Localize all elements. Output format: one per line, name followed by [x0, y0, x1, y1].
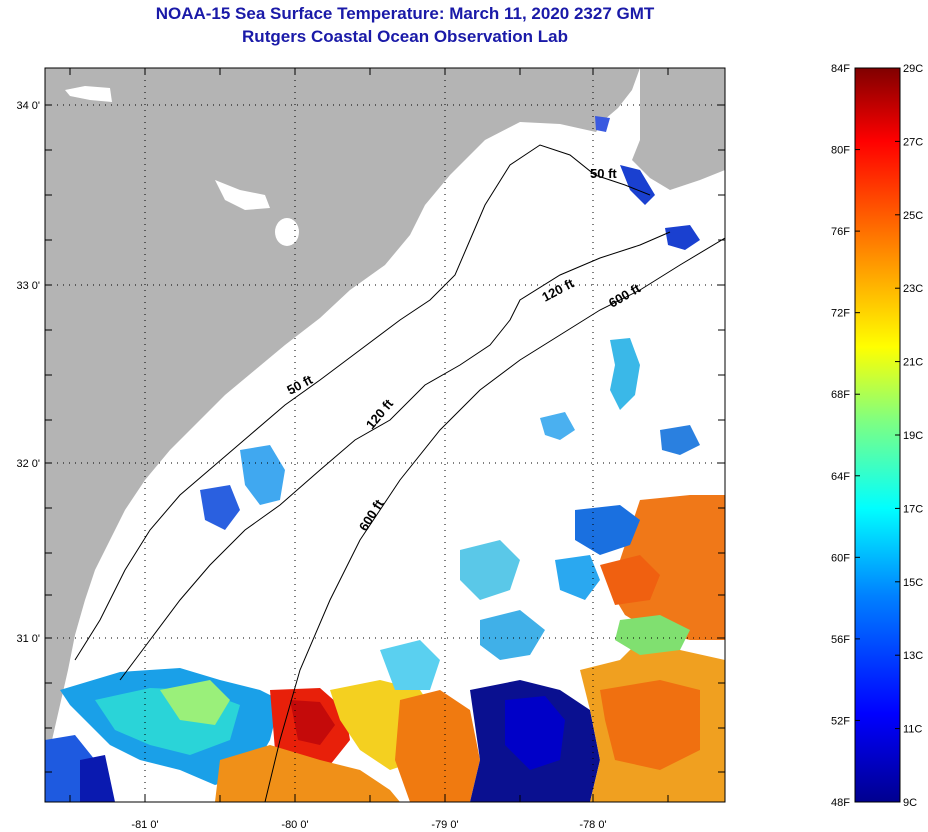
colorbar-f-label: 52F	[831, 715, 850, 727]
lat-label: 32 0'	[16, 458, 40, 470]
lon-label: -81 0'	[131, 819, 158, 831]
colorbar-c-label: 25C	[903, 210, 923, 222]
contour-label: 50 ft	[590, 166, 617, 181]
sst-data	[45, 116, 725, 802]
colorbar-f-label: 84F	[831, 63, 850, 75]
lat-label: 33 0'	[16, 280, 40, 292]
colorbar-f-label: 68F	[831, 389, 850, 401]
colorbar-f-label: 48F	[831, 797, 850, 809]
colorbar-f-label: 56F	[831, 634, 850, 646]
axis-ticks	[45, 68, 725, 802]
colorbar-c-label: 21C	[903, 357, 923, 369]
inland-lake	[215, 180, 270, 210]
inland-lake	[275, 218, 299, 246]
colorbar-f-label: 64F	[831, 471, 850, 483]
colorbar-c-label: 11C	[903, 724, 922, 736]
colorbar-c-label: 23C	[903, 283, 923, 295]
contour-120ft	[119, 231, 671, 681]
contour-600ft	[264, 237, 725, 802]
colorbar-f-label: 80F	[831, 145, 850, 157]
land-north-cape	[632, 68, 725, 190]
inland-lake	[65, 86, 112, 102]
colorbar	[854, 67, 901, 803]
lat-label: 31 0'	[16, 633, 40, 645]
colorbar-c-label: 13C	[903, 650, 923, 662]
colorbar-c-label: 19C	[903, 430, 923, 442]
colorbar-c-label: 15C	[903, 577, 923, 589]
colorbar-c-label: 29C	[903, 63, 923, 75]
map-subtitle: Rutgers Coastal Ocean Observation Lab	[242, 27, 568, 46]
lon-label: -79 0'	[431, 819, 458, 831]
colorbar-c-label: 9C	[903, 797, 917, 809]
map-frame	[44, 67, 726, 803]
contour-50ft	[74, 144, 651, 661]
lon-label: -78 0'	[579, 819, 606, 831]
colorbar-c-label: 27C	[903, 136, 923, 148]
colorbar-f-label: 76F	[831, 226, 850, 238]
graticule	[45, 68, 725, 802]
lon-label: -80 0'	[281, 819, 308, 831]
map-title: NOAA-15 Sea Surface Temperature: March 1…	[155, 4, 655, 23]
colorbar-f-label: 60F	[831, 552, 850, 564]
colorbar-c-label: 17C	[903, 503, 923, 515]
colorbar-f-label: 72F	[831, 308, 850, 320]
land-mass	[45, 68, 640, 770]
lat-label: 34 0'	[16, 100, 40, 112]
